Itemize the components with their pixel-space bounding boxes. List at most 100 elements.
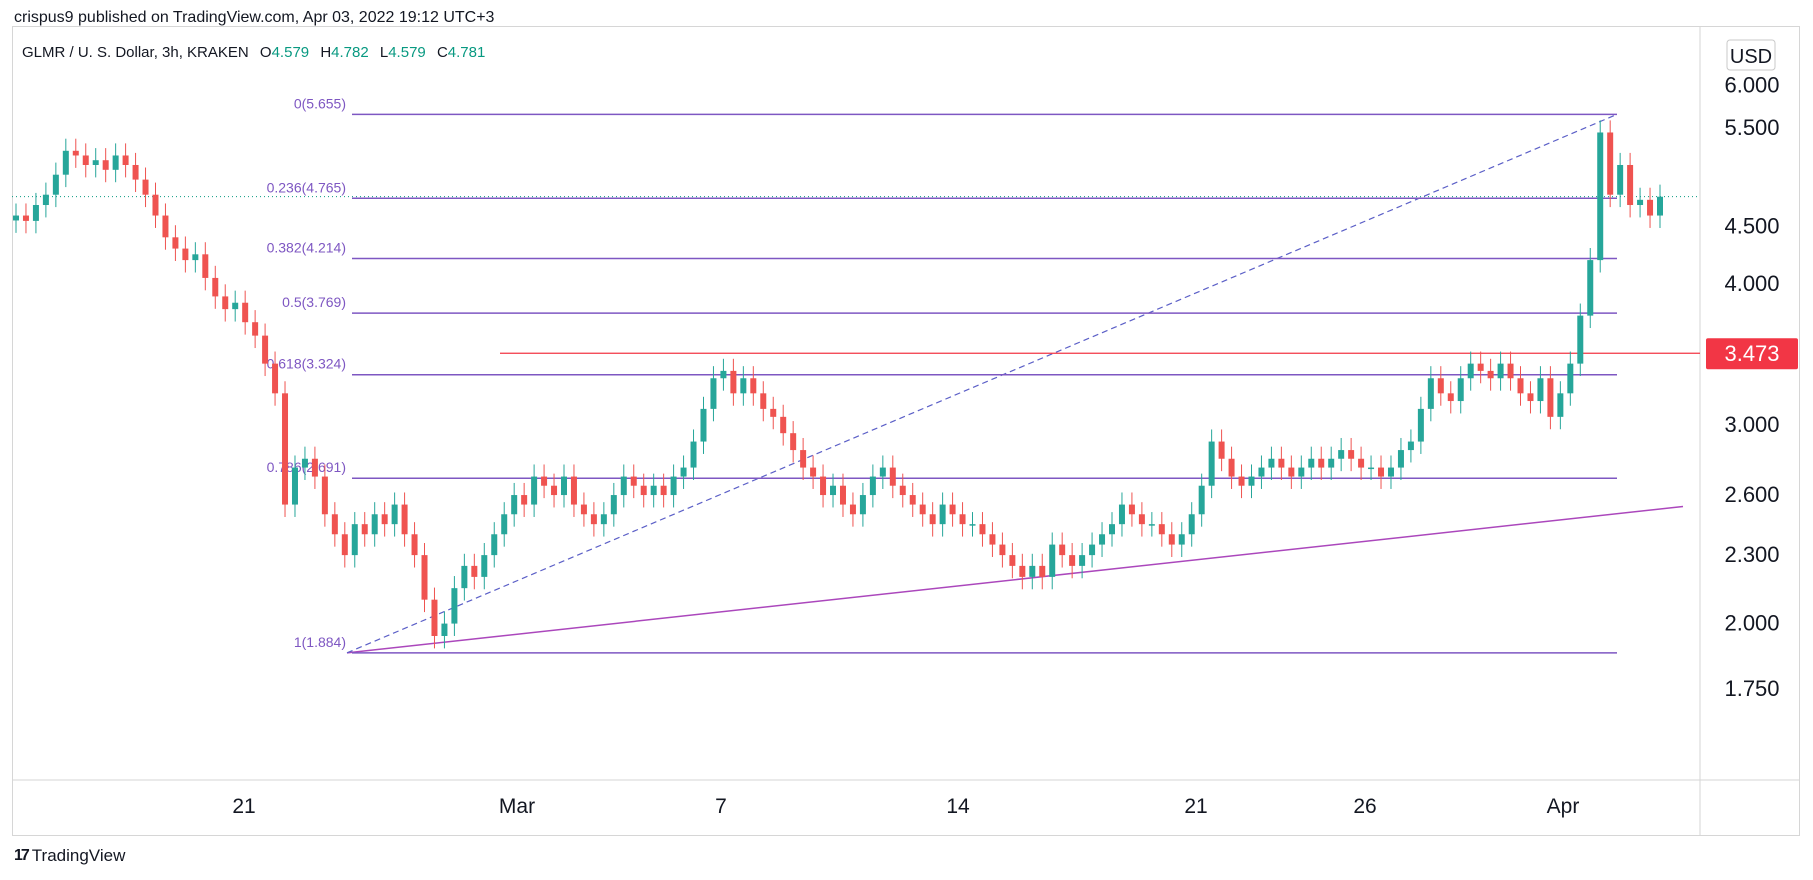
candle-body xyxy=(1009,555,1016,566)
candle-body xyxy=(939,504,946,525)
candle-body xyxy=(1338,450,1345,459)
candle-body xyxy=(1258,467,1265,477)
candle-body xyxy=(1268,458,1275,468)
candle-body xyxy=(192,254,199,261)
candle-body xyxy=(102,160,109,170)
time-tick-label: Apr xyxy=(1547,795,1580,818)
candle-body xyxy=(1288,467,1295,477)
candle-body xyxy=(1597,132,1604,261)
candle-body xyxy=(1019,565,1026,577)
candle-body xyxy=(172,237,179,249)
candle-body xyxy=(949,504,956,515)
candle-body xyxy=(630,476,637,486)
candle-body xyxy=(570,476,577,505)
price-tick-label: 1.750 xyxy=(1724,676,1779,701)
candle-body xyxy=(820,476,827,496)
candle-body xyxy=(1148,524,1155,526)
candle-body xyxy=(790,433,797,451)
candle-body xyxy=(1069,555,1076,566)
candle-body xyxy=(690,441,697,468)
candle-body xyxy=(331,514,338,535)
candle-body xyxy=(371,514,378,535)
candle-body xyxy=(1587,260,1594,316)
candle-body xyxy=(291,467,298,505)
candle-body xyxy=(341,534,348,556)
candle-body xyxy=(1378,467,1385,477)
price-tick-label: 2.000 xyxy=(1724,611,1779,636)
candle-body xyxy=(1328,458,1335,468)
candle-body xyxy=(1437,378,1444,394)
candle-body xyxy=(1039,565,1046,577)
price-badge xyxy=(1706,338,1798,370)
candle-body xyxy=(710,378,717,409)
low-value: 4.579 xyxy=(388,44,426,61)
candle-body xyxy=(321,476,328,515)
candle-body xyxy=(132,164,139,180)
candle-body xyxy=(421,555,428,600)
candle-body xyxy=(1248,476,1255,486)
candle-body xyxy=(1198,485,1205,515)
candle-body xyxy=(1427,378,1434,409)
candle-body xyxy=(1109,524,1115,535)
candle-body xyxy=(1158,524,1165,535)
candle-body xyxy=(979,524,986,535)
candle-body xyxy=(1278,458,1285,468)
fib-level-label: 0.236(4.765) xyxy=(267,179,346,195)
candle-body xyxy=(1138,514,1145,525)
tradingview-logo-icon: 17 xyxy=(14,847,30,864)
candle-body xyxy=(1407,441,1414,451)
fib-level-label: 0.382(4.214) xyxy=(267,239,346,255)
candle-body xyxy=(859,495,866,515)
candle-body xyxy=(1049,544,1056,577)
candle-body xyxy=(1128,504,1135,515)
candle-body xyxy=(1168,534,1175,545)
candle-body xyxy=(301,458,308,468)
candle-body xyxy=(22,215,29,221)
candle-body xyxy=(580,504,587,515)
candle-body xyxy=(1447,393,1454,402)
price-tick-label: 4.000 xyxy=(1724,271,1779,296)
candle-body xyxy=(112,155,119,170)
candle-body xyxy=(909,495,916,505)
candle-body xyxy=(1627,164,1634,206)
candle-body xyxy=(720,370,727,379)
candle-body xyxy=(700,408,707,442)
candle-body xyxy=(1527,393,1534,402)
candle-body xyxy=(969,524,976,526)
time-tick-label: 21 xyxy=(232,795,255,818)
open-value: 4.579 xyxy=(271,44,310,61)
candle-body xyxy=(590,514,597,525)
candle-body xyxy=(1647,199,1654,216)
tradingview-footer[interactable]: 17 TradingView xyxy=(14,846,125,866)
candle-body xyxy=(152,194,159,216)
candle-body xyxy=(1397,450,1404,468)
candle-body xyxy=(162,215,169,238)
candle-body xyxy=(401,504,408,535)
candle-body xyxy=(1208,441,1215,486)
candle-body xyxy=(262,335,269,364)
candle-body xyxy=(361,524,368,535)
candle-body xyxy=(1467,363,1474,379)
candle-body xyxy=(620,476,627,496)
candle-body xyxy=(1517,378,1524,394)
candle-body xyxy=(1607,132,1614,195)
open-label: O xyxy=(259,44,272,61)
candle-body xyxy=(461,565,468,589)
candle-body xyxy=(272,363,279,394)
candle-body xyxy=(780,416,787,434)
candle-body xyxy=(1547,378,1554,417)
fib-level-label: 0(5.655) xyxy=(294,95,346,111)
price-tick-label: 5.500 xyxy=(1724,115,1779,140)
symbol-name[interactable]: GLMR / U. S. Dollar, 3h, KRAKEN xyxy=(22,44,249,61)
candle-body xyxy=(1368,467,1375,470)
price-tick-label: 6.000 xyxy=(1724,72,1779,97)
high-label: H xyxy=(320,44,332,61)
candle-body xyxy=(660,485,667,496)
candle-body xyxy=(1079,555,1086,566)
candle-body xyxy=(13,215,19,221)
candle-body xyxy=(1059,544,1066,556)
price-tick-label: 4.500 xyxy=(1724,213,1779,238)
candle-body xyxy=(222,296,229,310)
candle-body xyxy=(491,534,498,556)
